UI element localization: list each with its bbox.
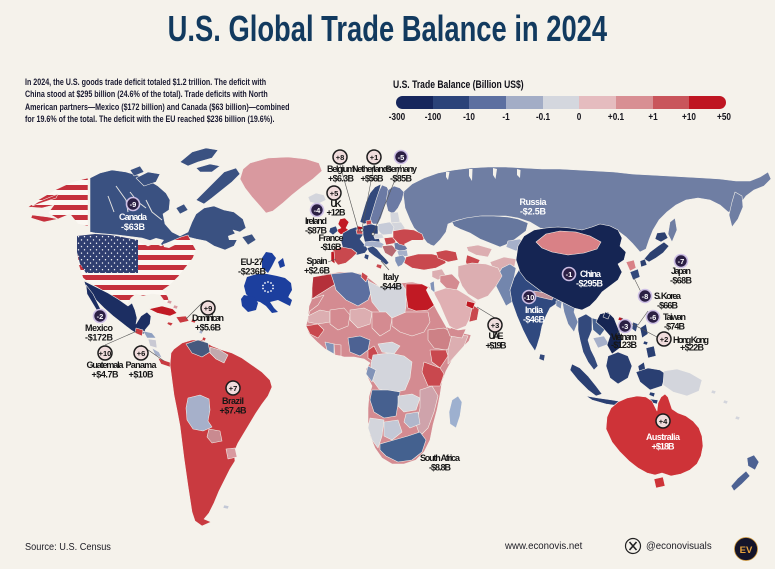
svg-text:+$10B: +$10B bbox=[129, 370, 155, 380]
svg-text:+$7.4B: +$7.4B bbox=[220, 406, 248, 416]
svg-text:-7: -7 bbox=[678, 257, 685, 266]
svg-text:-$172B: -$172B bbox=[85, 333, 114, 343]
svg-text:+5: +5 bbox=[330, 189, 339, 198]
svg-text:Japan: Japan bbox=[671, 266, 691, 276]
svg-text:+$19B: +$19B bbox=[486, 341, 508, 351]
svg-text:Belgium: Belgium bbox=[327, 164, 355, 174]
svg-text:-$66B: -$66B bbox=[657, 301, 679, 311]
svg-text:Dominican: Dominican bbox=[192, 313, 224, 323]
svg-text:Guatemala: Guatemala bbox=[87, 360, 125, 370]
svg-text:EV: EV bbox=[740, 545, 753, 556]
svg-text:-1: -1 bbox=[566, 270, 573, 279]
svg-text:+10: +10 bbox=[99, 349, 112, 358]
svg-text:UK: UK bbox=[331, 199, 343, 209]
svg-text:Spain: Spain bbox=[307, 256, 328, 266]
svg-text:EU-27: EU-27 bbox=[241, 257, 264, 267]
svg-text:South Africa: South Africa bbox=[420, 453, 461, 463]
svg-text:Germany: Germany bbox=[385, 164, 417, 174]
svg-text:+9: +9 bbox=[204, 304, 213, 313]
svg-text:-5: -5 bbox=[398, 153, 405, 162]
svg-text:+1: +1 bbox=[370, 153, 379, 162]
svg-text:Russia: Russia bbox=[520, 197, 548, 207]
svg-text:-$85B: -$85B bbox=[390, 174, 413, 184]
svg-text:-$2.5B: -$2.5B bbox=[520, 207, 547, 217]
svg-text:Mexico: Mexico bbox=[85, 323, 114, 333]
svg-text:Brazil: Brazil bbox=[222, 396, 244, 406]
svg-text:-6: -6 bbox=[650, 313, 657, 322]
svg-text:Panama: Panama bbox=[126, 360, 158, 370]
svg-text:-$123B: -$123B bbox=[611, 340, 638, 350]
svg-text:+$4.7B: +$4.7B bbox=[92, 370, 120, 380]
svg-text:UAE: UAE bbox=[489, 331, 504, 341]
svg-text:-$68B: -$68B bbox=[670, 276, 693, 286]
svg-text:Vietnam: Vietnam bbox=[611, 332, 637, 342]
svg-text:Australia: Australia bbox=[646, 432, 681, 442]
svg-text:France: France bbox=[319, 233, 344, 243]
svg-text:-$236B: -$236B bbox=[238, 267, 267, 277]
svg-text:-$295B: -$295B bbox=[576, 279, 604, 289]
svg-text:+$6.3B: +$6.3B bbox=[328, 174, 355, 184]
svg-text:-2: -2 bbox=[97, 312, 104, 321]
svg-text:Taiwan: Taiwan bbox=[663, 312, 686, 322]
svg-text:-$8.8B: -$8.8B bbox=[429, 463, 452, 473]
svg-text:+8: +8 bbox=[336, 153, 345, 162]
svg-text:Netherlands: Netherlands bbox=[352, 164, 392, 174]
svg-text:Ireland: Ireland bbox=[305, 216, 327, 226]
svg-text:-$74B: -$74B bbox=[664, 322, 686, 332]
svg-text:+7: +7 bbox=[229, 384, 238, 393]
svg-text:-$87B: -$87B bbox=[305, 226, 328, 236]
svg-text:-9: -9 bbox=[130, 200, 137, 209]
svg-text:+4: +4 bbox=[659, 417, 668, 426]
svg-text:-$46B: -$46B bbox=[523, 315, 546, 325]
svg-text:-$44B: -$44B bbox=[380, 282, 403, 292]
svg-text:+$5.6B: +$5.6B bbox=[195, 323, 222, 333]
svg-text:+12B: +12B bbox=[327, 208, 347, 218]
svg-text:India: India bbox=[525, 305, 544, 315]
svg-text:+$56B: +$56B bbox=[361, 174, 385, 184]
svg-text:Canada: Canada bbox=[119, 212, 148, 222]
svg-text:Italy: Italy bbox=[383, 272, 399, 282]
svg-text:+$22B: +$22B bbox=[680, 343, 705, 353]
svg-text:+6: +6 bbox=[137, 349, 146, 358]
svg-text:China: China bbox=[580, 269, 602, 279]
svg-text:+3: +3 bbox=[491, 321, 500, 330]
svg-text:-$16B: -$16B bbox=[321, 242, 343, 252]
svg-text:+$2.6B: +$2.6B bbox=[304, 266, 331, 276]
svg-text:-3: -3 bbox=[622, 322, 629, 331]
svg-text:+2: +2 bbox=[660, 335, 669, 344]
svg-text:-$63B: -$63B bbox=[121, 222, 146, 232]
svg-text:-8: -8 bbox=[642, 292, 649, 301]
svg-text:Hong Kong: Hong Kong bbox=[673, 335, 709, 345]
svg-text:-4: -4 bbox=[314, 206, 321, 215]
svg-text:S. Korea: S. Korea bbox=[654, 291, 682, 301]
svg-text:-10: -10 bbox=[524, 293, 535, 302]
svg-text:+$18B: +$18B bbox=[652, 442, 676, 452]
